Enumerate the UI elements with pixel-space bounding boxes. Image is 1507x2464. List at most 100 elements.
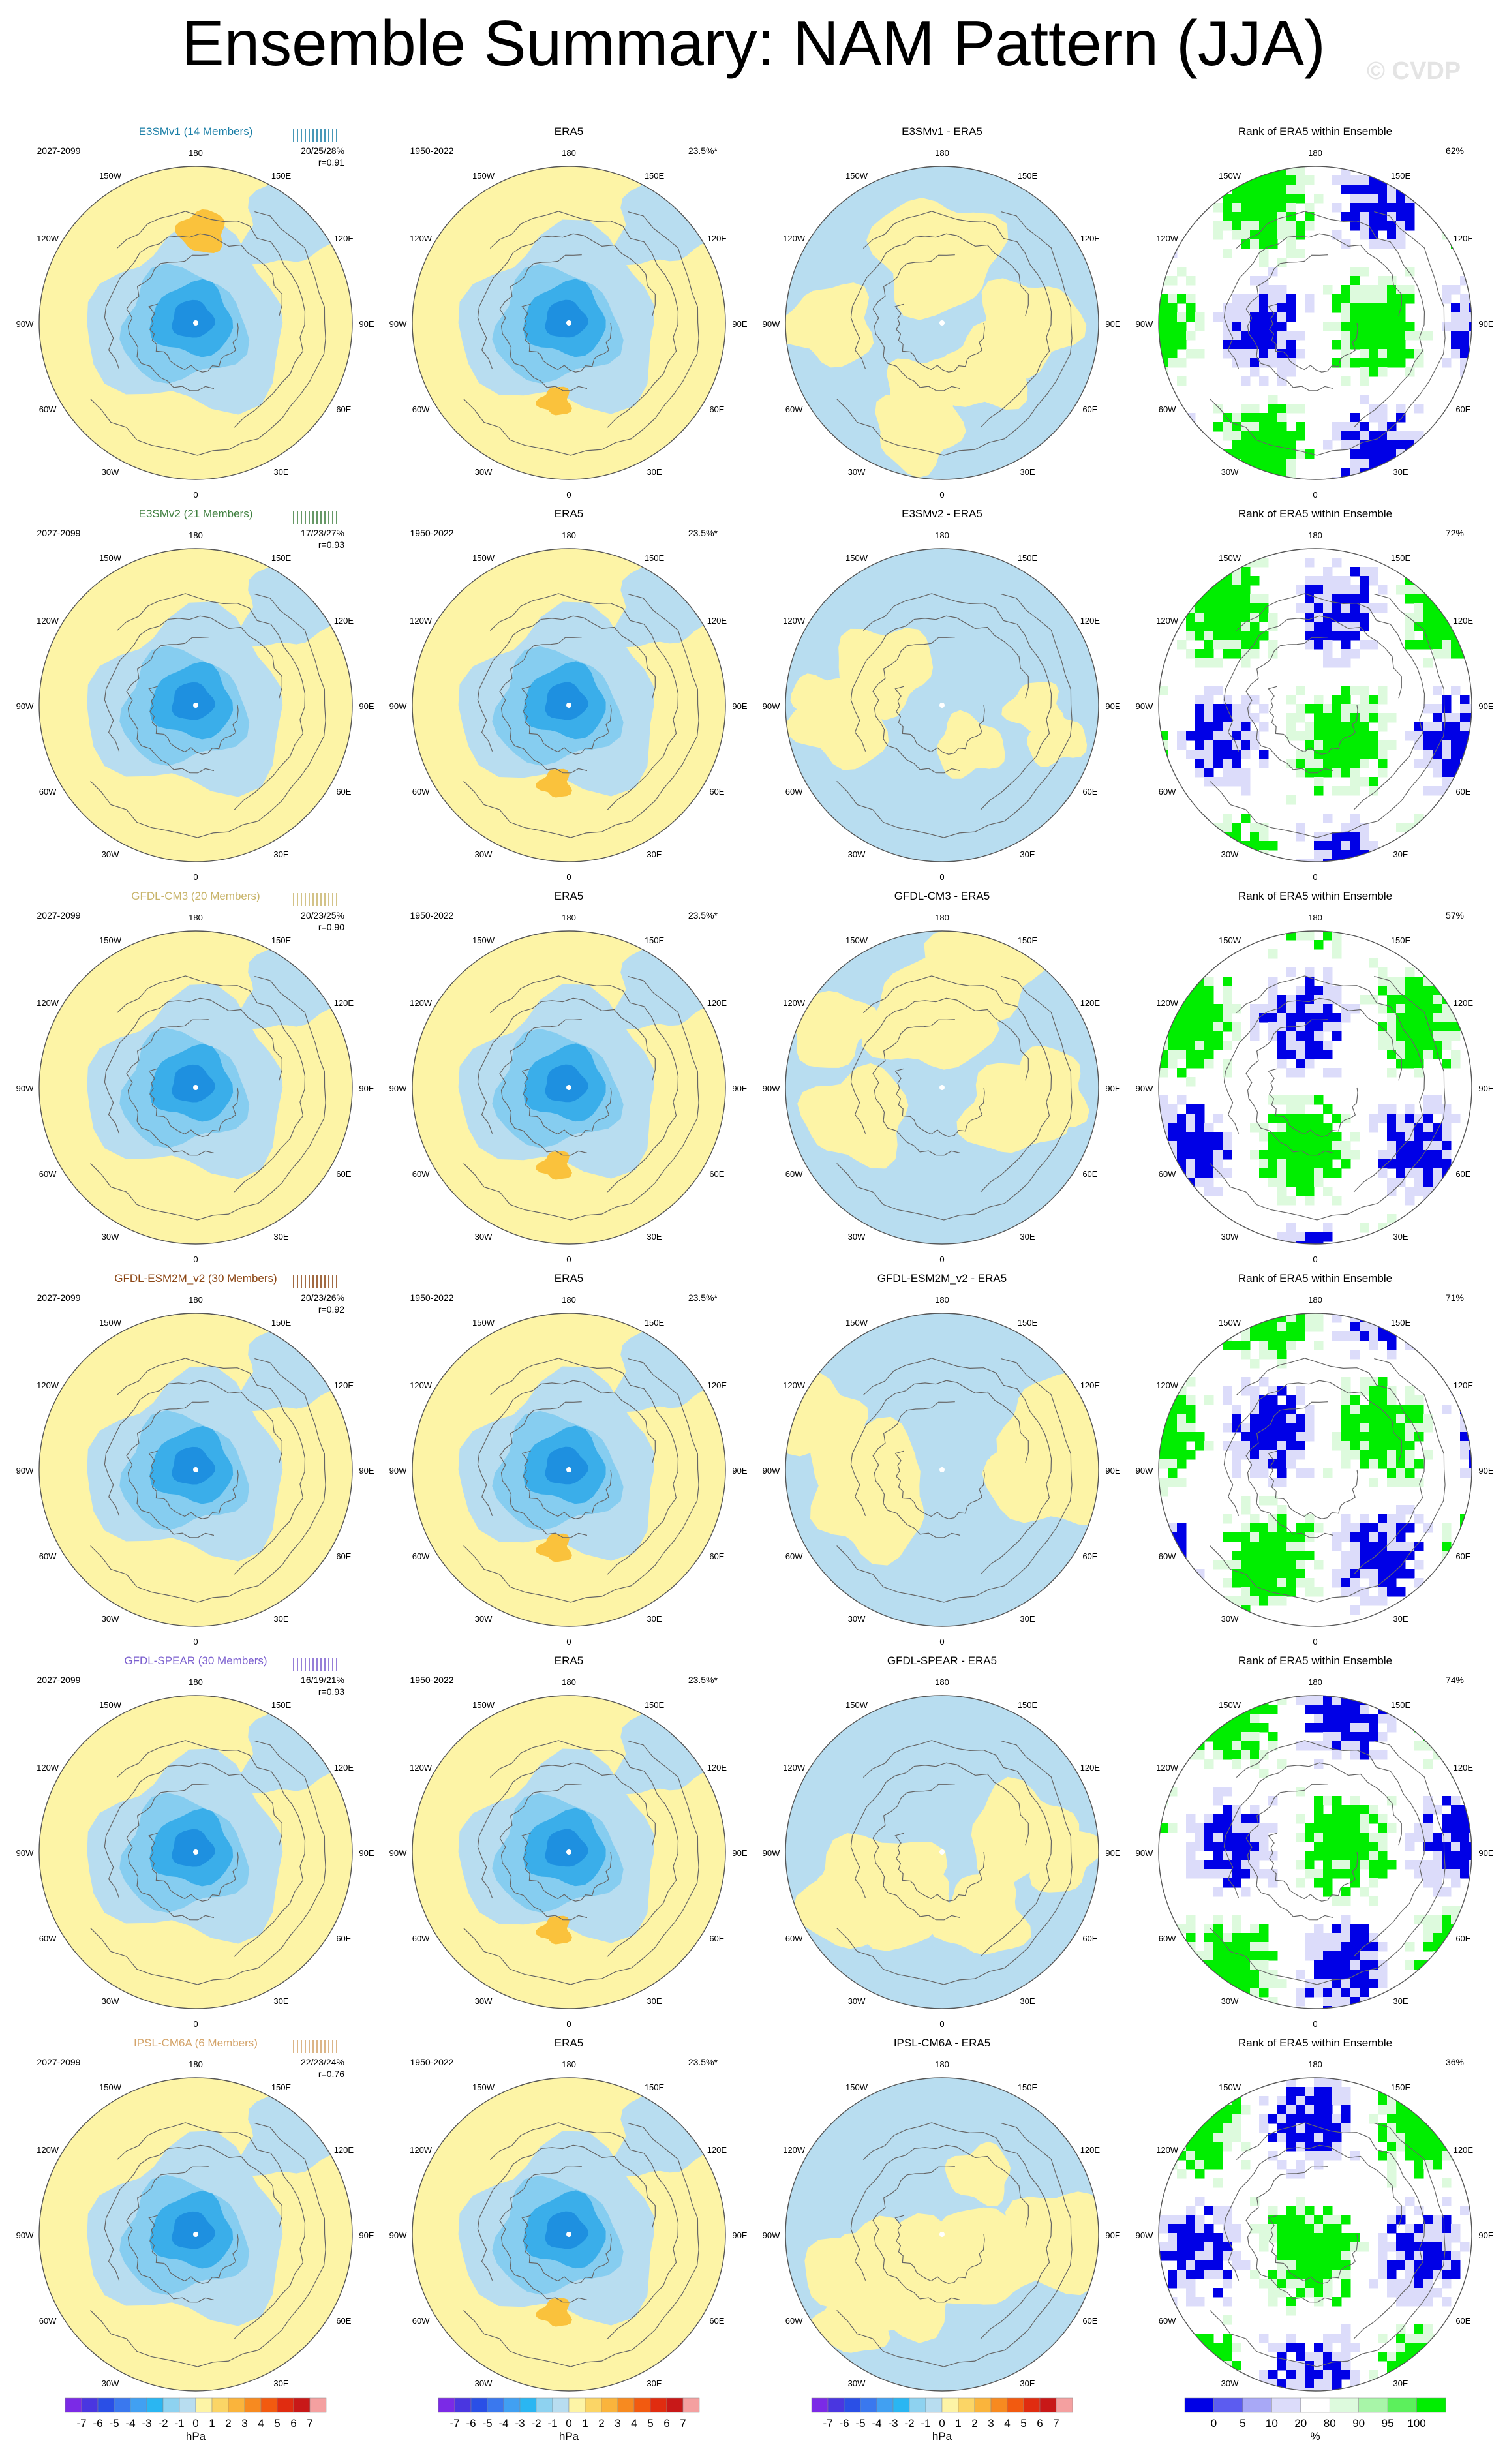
rank-cell	[1332, 576, 1342, 586]
lon-label-150E: 150E	[1018, 171, 1038, 181]
rank-cell	[1277, 1168, 1287, 1178]
rank-cell	[1350, 740, 1360, 750]
rank-cell	[1360, 1814, 1369, 1824]
rank-cell	[1250, 1979, 1260, 1988]
rank-cell	[1460, 413, 1470, 423]
lon-label-30E: 30E	[1020, 467, 1035, 477]
rank-cell	[1341, 2270, 1351, 2279]
rank-cell	[1195, 349, 1205, 359]
rank-cell	[1268, 1341, 1278, 1350]
rank-cell	[1369, 358, 1378, 368]
rank-cell	[1259, 750, 1269, 759]
rank-cell	[1314, 1141, 1324, 1151]
rank-cell	[1168, 2352, 1178, 2362]
rank-cell	[1223, 2096, 1232, 2106]
rank-cell	[1232, 1423, 1241, 1433]
rank-cell	[1460, 558, 1470, 568]
rank-cell	[1350, 2343, 1360, 2352]
rank-cell	[1305, 2114, 1315, 2124]
rank-cell	[1232, 613, 1241, 622]
rank-cell	[1378, 2105, 1388, 2115]
rank-cell	[1451, 340, 1461, 350]
rank-cell	[1378, 713, 1388, 723]
rank-cell	[1195, 2133, 1205, 2142]
rank-cell	[1387, 303, 1397, 313]
rank-cell	[1378, 1168, 1388, 1178]
rank-cell	[1186, 1141, 1196, 1151]
rank-cell	[1341, 303, 1351, 313]
rank-percentage: 71%	[1446, 1292, 1464, 1303]
rank-cell	[1396, 1569, 1406, 1579]
lon-label-120W: 120W	[783, 234, 806, 243]
rank-cell	[1451, 2133, 1461, 2142]
rank-cell	[1414, 1741, 1424, 1751]
rank-cell	[1223, 2270, 1232, 2279]
rank-cell	[1195, 1150, 1205, 1160]
coastline-segment	[489, 975, 679, 1193]
rank-cell	[1296, 2242, 1305, 2252]
rank-cell	[1305, 2142, 1315, 2152]
rank-cell	[1204, 166, 1214, 176]
rank-cell	[1405, 1459, 1415, 1469]
rank-cell	[1469, 841, 1472, 851]
coastline-segment	[872, 1401, 961, 1538]
rank-cell	[1323, 1997, 1333, 2007]
rank-cell	[1378, 340, 1388, 350]
rank-cell	[1423, 1114, 1433, 1123]
lon-label-150E: 150E	[645, 2082, 665, 2092]
rank-cell	[1341, 1551, 1351, 1560]
rank-cell	[1369, 731, 1378, 741]
rank-cell	[1314, 832, 1324, 842]
rank-cell	[1460, 713, 1470, 723]
rank-cell	[1286, 2142, 1296, 2152]
rank-cell	[1250, 1851, 1260, 1861]
colorbar-swatch	[244, 2397, 262, 2413]
rank-cell	[1195, 1624, 1205, 1626]
rank-cell	[1186, 2096, 1196, 2106]
rank-cell	[1204, 603, 1214, 613]
rank-cell	[1250, 349, 1260, 359]
rank-cell	[1177, 1050, 1187, 1059]
rank-cell	[1305, 1869, 1315, 1879]
rank-cell	[1259, 166, 1269, 176]
rank-cell	[1250, 1532, 1260, 1542]
rank-cell	[1195, 1587, 1205, 1597]
rank-cell	[1232, 2224, 1241, 2234]
rank-cell	[1305, 203, 1315, 213]
lon-label-60E: 60E	[336, 1934, 351, 1943]
rank-cell	[1414, 1596, 1424, 1606]
coastline-segment	[894, 686, 985, 755]
rank-cell	[1405, 2388, 1415, 2391]
rank-cell	[1259, 1750, 1269, 1760]
coastline-segment	[90, 976, 326, 1221]
rank-cell	[1350, 203, 1360, 213]
obs-variance: 23.5%*	[688, 528, 718, 538]
rank-cell	[1442, 832, 1452, 842]
rank-cell	[1350, 567, 1360, 577]
coastline-segment	[1245, 2166, 1334, 2303]
rank-cell	[1405, 331, 1415, 341]
rank-cell	[1232, 1031, 1241, 1041]
rank-cell	[1396, 1114, 1406, 1123]
rank-cell	[1369, 1313, 1378, 1323]
rank-cell	[1378, 1732, 1388, 1742]
rank-cell	[1332, 658, 1342, 668]
rank-cell	[1369, 713, 1378, 723]
rank-cell	[1296, 2233, 1305, 2243]
rank-cell	[1360, 1741, 1369, 1751]
rank-cell	[1341, 239, 1351, 249]
rank-cell	[1204, 1970, 1214, 1979]
rank-cell	[1268, 1459, 1278, 1469]
rank-cell	[1460, 1970, 1470, 1979]
rank-cell	[1433, 814, 1442, 823]
panel-title-era5: ERA5	[555, 2037, 583, 2049]
rank-cell	[1195, 440, 1205, 450]
coastline-segment	[836, 1358, 1073, 1603]
rank-cell	[1469, 322, 1472, 331]
rank-cell	[1223, 613, 1232, 622]
rank-cell	[1177, 2343, 1187, 2352]
rank-cell	[1286, 203, 1296, 213]
lon-label-60E: 60E	[1082, 2316, 1097, 2326]
rank-cell	[1332, 2260, 1342, 2270]
rank-cell	[1259, 1350, 1269, 1360]
